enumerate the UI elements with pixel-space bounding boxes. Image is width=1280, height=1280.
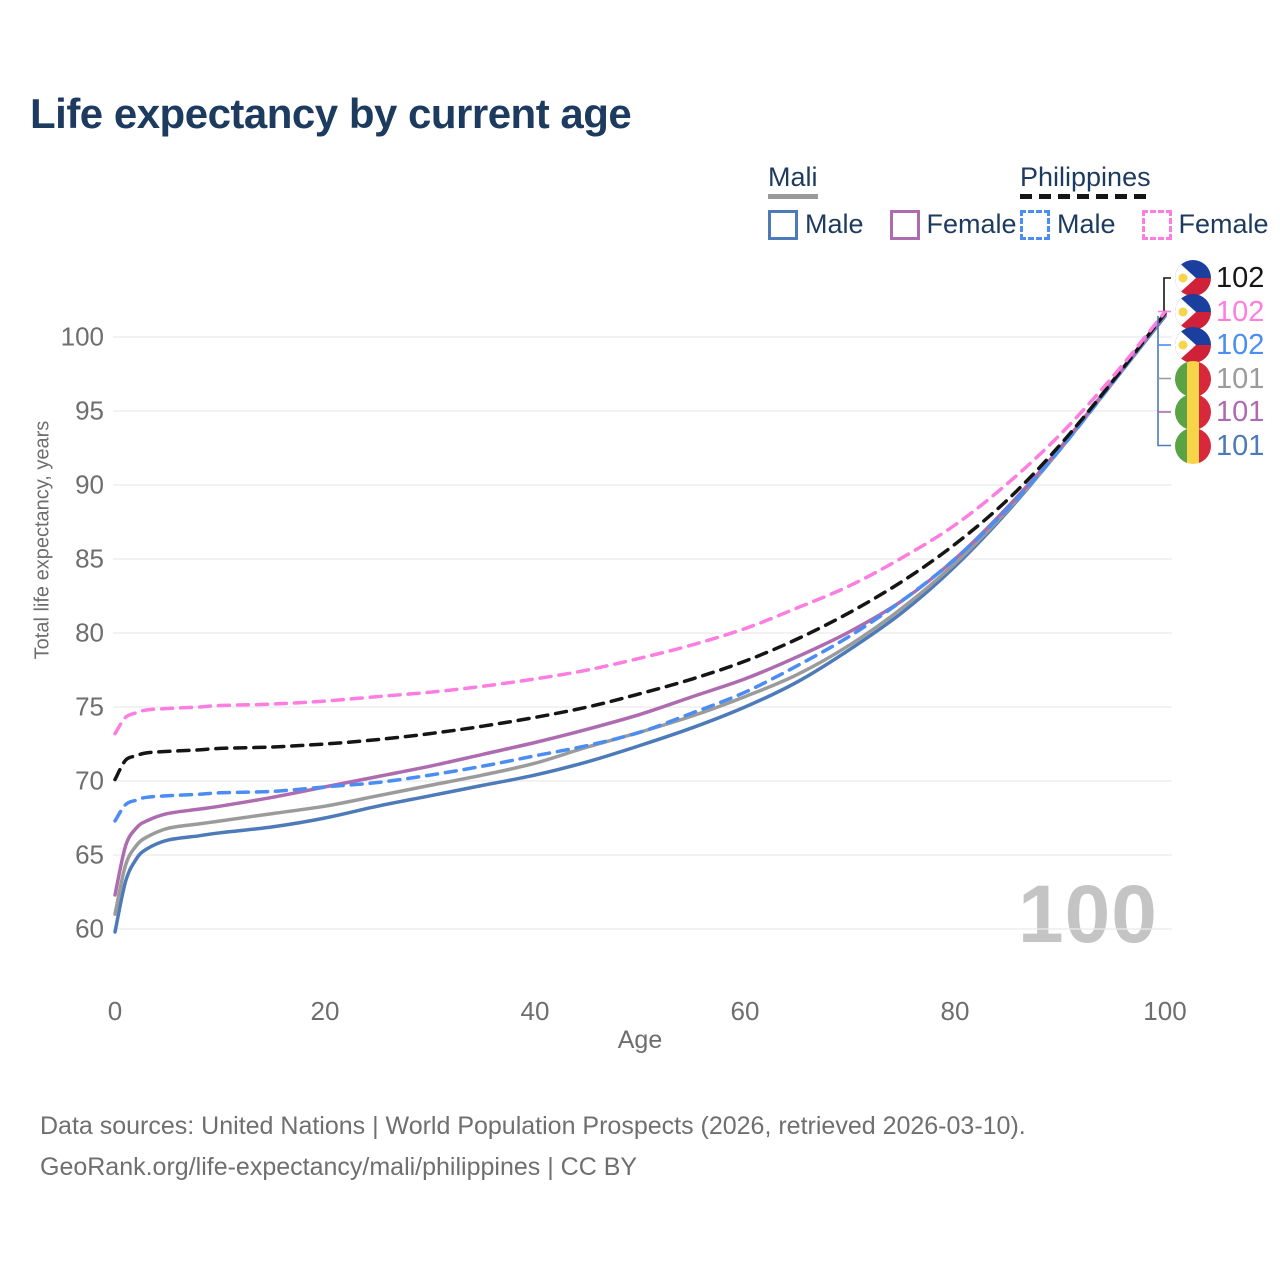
mali-flag-icon <box>1175 360 1211 397</box>
y-tick-label: 95 <box>75 395 104 426</box>
y-tick-label: 65 <box>75 839 104 870</box>
mali-solid-line-swatch <box>768 194 818 199</box>
legend-label: Female <box>926 209 1017 239</box>
end-label-row: 101 <box>1175 360 1265 397</box>
leader-line <box>1163 277 1171 312</box>
legend-heading-mali[interactable]: Mali <box>768 162 818 192</box>
end-label-value: 102 <box>1216 295 1265 328</box>
legend-item-mali-female[interactable]: Female <box>889 209 1017 240</box>
x-tick-label: 60 <box>730 996 760 1026</box>
philippines-dashed-line-swatch <box>1020 194 1148 199</box>
series-line-philippines-overall[interactable] <box>113 311 1167 782</box>
series-line-mali-male[interactable] <box>113 314 1167 934</box>
series-line-philippines-female[interactable] <box>113 310 1167 736</box>
x-tick-label: 0 <box>107 996 123 1026</box>
philippines-flag-icon <box>1175 327 1211 363</box>
end-label-row: 102 <box>1175 260 1264 296</box>
legend-group-mali: Mali Male Female <box>768 162 1017 240</box>
y-tick-label: 60 <box>75 913 104 944</box>
end-label-value: 101 <box>1216 396 1265 428</box>
legend-label: Male <box>805 209 864 239</box>
philippines-flag-icon <box>1175 260 1211 296</box>
y-tick-label: 100 <box>60 321 104 352</box>
mali-female-swatch-icon <box>889 209 920 240</box>
legend-group-philippines: Philippines Male Female <box>1020 162 1269 240</box>
end-label-value: 102 <box>1216 329 1265 361</box>
legend-label: Female <box>1178 209 1269 239</box>
y-tick-label: 85 <box>75 543 104 574</box>
y-tick-label: 75 <box>75 691 104 722</box>
legend-heading-philippines[interactable]: Philippines <box>1020 162 1151 192</box>
end-label-row: 102 <box>1175 293 1265 330</box>
y-tick-label: 90 <box>75 469 104 500</box>
mali-flag-icon <box>1175 427 1211 464</box>
footer-data-sources: Data sources: United Nations | World Pop… <box>40 1112 1026 1140</box>
footer-attribution: GeoRank.org/life-expectancy/mali/philipp… <box>40 1153 638 1181</box>
footer: Data sources: United Nations | World Pop… <box>40 1106 1026 1188</box>
leader-line <box>1157 316 1171 447</box>
y-tick-label: 80 <box>75 617 104 648</box>
x-tick-label: 80 <box>940 996 970 1026</box>
philippines-female-swatch-icon <box>1141 209 1172 240</box>
end-label-row: 102 <box>1175 327 1264 363</box>
x-tick-label: 40 <box>520 996 550 1026</box>
legend-label: Male <box>1057 209 1116 239</box>
philippines-male-swatch-icon <box>1020 209 1050 240</box>
series-line-mali-female[interactable] <box>113 313 1167 897</box>
legend-item-philippines-male[interactable]: Male <box>1020 209 1116 240</box>
legend-item-philippines-female[interactable]: Female <box>1141 209 1269 240</box>
mali-male-swatch-icon <box>768 209 798 240</box>
end-label-row: 101 <box>1175 394 1264 430</box>
page-title: Life expectancy by current age <box>30 90 632 137</box>
end-label-value: 101 <box>1216 429 1265 462</box>
series-line-philippines-male[interactable] <box>113 311 1167 823</box>
x-tick-label: 20 <box>310 996 340 1026</box>
legend-item-mali-male[interactable]: Male <box>768 209 864 240</box>
end-label-row: 101 <box>1175 427 1265 464</box>
series-line-mali-overall[interactable] <box>113 313 1167 916</box>
philippines-flag-icon <box>1175 293 1211 330</box>
x-axis-title: Age <box>617 1026 663 1054</box>
end-label-value: 102 <box>1216 262 1265 294</box>
mali-flag-icon <box>1175 394 1211 430</box>
x-tick-label: 100 <box>1143 996 1187 1026</box>
hover-age-watermark: 100 <box>1018 869 1158 960</box>
end-label-value: 101 <box>1216 362 1265 395</box>
y-tick-label: 70 <box>75 765 104 796</box>
